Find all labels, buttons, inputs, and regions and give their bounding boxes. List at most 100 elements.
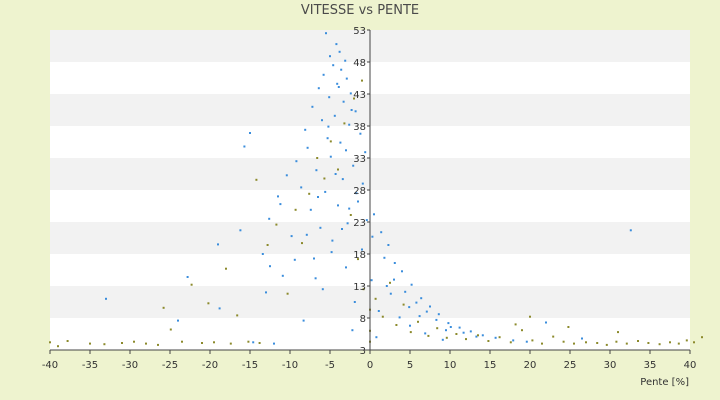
data-point bbox=[162, 306, 165, 309]
data-point bbox=[562, 340, 565, 343]
data-point bbox=[169, 328, 172, 331]
x-tick-label: 25 bbox=[564, 360, 577, 371]
data-point bbox=[647, 342, 650, 344]
data-point bbox=[685, 339, 688, 342]
data-point bbox=[239, 229, 242, 232]
data-point bbox=[345, 77, 348, 80]
data-point bbox=[365, 219, 368, 222]
x-axis: -40 -35 -30 -25 -20 -15 -10 -5 0 5 10 15 20 25 30 35 40 bbox=[42, 349, 697, 371]
data-point bbox=[364, 151, 367, 154]
data-point bbox=[354, 110, 357, 113]
data-point bbox=[328, 96, 331, 99]
x-tick-label: 5 bbox=[407, 360, 413, 371]
data-point bbox=[325, 32, 327, 35]
data-point bbox=[352, 164, 355, 167]
y-tick-label: 23 bbox=[353, 218, 366, 229]
chart-title: VITESSE vs PENTE bbox=[300, 3, 420, 18]
data-point bbox=[552, 335, 555, 338]
data-point bbox=[374, 297, 377, 300]
y-tick-label: 33 bbox=[353, 154, 366, 165]
data-point bbox=[475, 335, 478, 338]
data-point bbox=[435, 318, 438, 321]
data-point bbox=[349, 92, 352, 95]
data-point bbox=[321, 119, 323, 122]
data-point bbox=[339, 141, 342, 144]
data-point bbox=[315, 169, 318, 172]
data-point bbox=[285, 174, 288, 177]
data-point bbox=[361, 182, 364, 185]
data-point bbox=[353, 97, 355, 100]
x-tick-label: -40 bbox=[42, 360, 58, 371]
x-tick-label: -35 bbox=[82, 360, 98, 371]
data-point bbox=[322, 73, 325, 76]
scatter-points bbox=[49, 32, 703, 348]
data-point bbox=[337, 86, 340, 88]
x-tick-label: 15 bbox=[484, 360, 497, 371]
data-point bbox=[441, 338, 444, 341]
data-point bbox=[585, 341, 587, 344]
data-point bbox=[331, 239, 334, 242]
data-point bbox=[290, 235, 293, 238]
data-point bbox=[316, 157, 319, 159]
data-point bbox=[336, 82, 339, 85]
x-tick-label: 40 bbox=[684, 360, 697, 371]
data-point bbox=[361, 248, 363, 251]
data-point bbox=[265, 291, 267, 294]
y-tick-label: 18 bbox=[353, 250, 366, 261]
data-point bbox=[541, 342, 543, 345]
data-point bbox=[345, 149, 347, 152]
data-point bbox=[409, 324, 411, 327]
x-tick-label: 0 bbox=[367, 360, 373, 371]
data-point bbox=[410, 283, 413, 286]
data-point bbox=[294, 208, 297, 211]
data-point bbox=[404, 290, 407, 293]
data-point bbox=[395, 324, 398, 326]
data-point bbox=[418, 315, 421, 318]
data-point bbox=[658, 343, 661, 346]
data-point bbox=[346, 222, 349, 225]
data-point bbox=[417, 320, 419, 323]
data-point bbox=[693, 341, 695, 344]
data-point bbox=[429, 305, 431, 308]
data-point bbox=[545, 321, 547, 324]
data-point bbox=[445, 329, 447, 332]
data-point bbox=[306, 146, 309, 149]
data-point bbox=[393, 278, 395, 281]
data-point bbox=[213, 341, 215, 344]
data-point bbox=[105, 297, 107, 300]
x-tick-label: 35 bbox=[644, 360, 657, 371]
data-point bbox=[338, 50, 341, 53]
data-point bbox=[348, 123, 351, 126]
data-point bbox=[337, 204, 339, 207]
data-point bbox=[261, 253, 264, 255]
data-point bbox=[177, 319, 179, 322]
data-point bbox=[449, 326, 452, 328]
data-point bbox=[49, 341, 51, 344]
data-point bbox=[304, 128, 307, 131]
data-point bbox=[308, 192, 311, 195]
y-tick-label: 53 bbox=[353, 26, 366, 37]
data-point bbox=[355, 192, 358, 195]
data-point bbox=[437, 313, 440, 316]
data-point bbox=[357, 200, 359, 203]
data-point bbox=[317, 87, 320, 90]
data-point bbox=[362, 288, 365, 291]
data-point bbox=[273, 342, 275, 345]
data-point bbox=[402, 303, 405, 306]
x-axis-title: Pente [%] bbox=[640, 377, 689, 388]
data-point bbox=[225, 267, 227, 270]
data-point bbox=[521, 329, 523, 332]
data-point bbox=[498, 336, 501, 339]
x-tick-label: -10 bbox=[282, 360, 298, 371]
data-point bbox=[424, 332, 427, 335]
data-point bbox=[330, 251, 333, 254]
data-point bbox=[383, 256, 386, 259]
data-point bbox=[615, 340, 618, 343]
x-tick-label: 30 bbox=[604, 360, 617, 371]
data-point bbox=[353, 301, 356, 303]
data-point bbox=[255, 178, 258, 181]
y-tick-label: 13 bbox=[353, 282, 366, 293]
data-point bbox=[145, 342, 147, 345]
data-point bbox=[477, 334, 479, 337]
